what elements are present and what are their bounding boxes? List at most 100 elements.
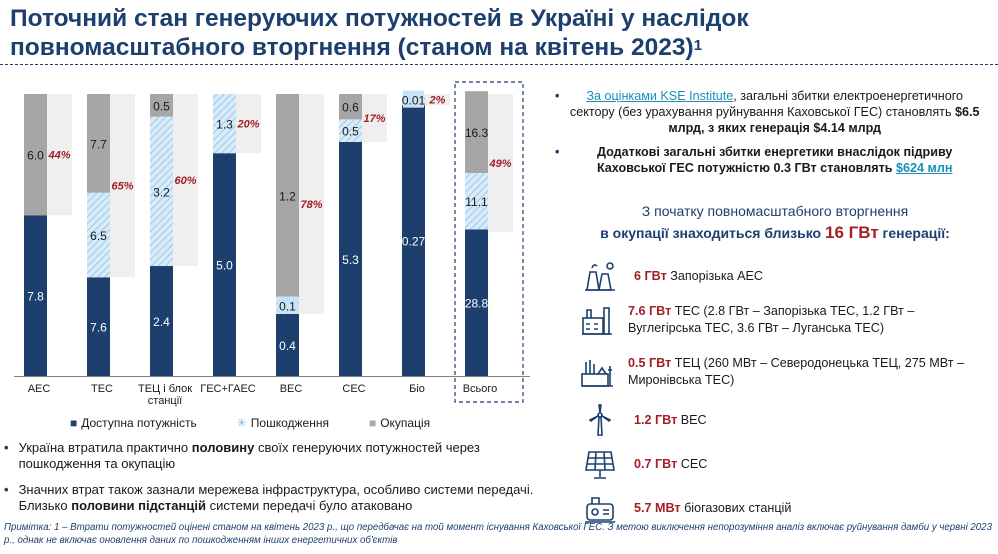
left-bullet-1-pre: Україна втратила практично [18,440,192,455]
occupation-heading-pre: в окупації знаходиться близько [600,225,825,241]
page-title: Поточний стан генеруючих потужностей в У… [10,4,950,62]
data-label-occupation: 0.6 [342,101,359,115]
legend-available-label: Доступна потужність [81,416,197,430]
data-label-occupation: 6.0 [27,149,44,163]
occupation-item-solar: 0.7 ГВт СЕС [580,446,990,482]
bar-damage [339,119,362,142]
loss-ghost-bar [236,94,261,154]
occupation-item-thermal: 7.6 ГВт ТЕС (2.8 ГВт – Запорізька ТЕС, 1… [580,302,990,338]
bullet-dot: • [4,440,9,455]
loss-percent-label: 49% [488,158,511,170]
occupation-item-value: 0.5 ГВт [628,356,672,370]
left-bullet-2-bold: половини підстанцій [71,498,206,513]
loss-ghost-bar [425,94,450,106]
legend-damage: ✳ Пошкодження [237,416,329,430]
data-label-occupation: 16.3 [465,126,489,140]
left-bullet-1-bold: половину [191,440,255,455]
left-bullet-1-text: Україна втратила практично половину свої… [19,440,549,472]
data-label-occupation: 0.5 [153,99,170,113]
loss-ghost-bar [299,94,324,314]
right-bullet-1-bold: $6.5 млрд, з яких генерація $4.14 млрд [668,105,980,135]
category-label: ВЕС [280,383,303,395]
solar-panel-icon [580,446,620,482]
occupation-item-biogas-text: 5.7 МВт біогазових станцій [634,500,791,517]
loss-ghost-bar [488,94,513,233]
category-label: ТЕС [91,383,113,395]
occupation-heading-line-2: в окупації знаходиться близько 16 ГВт ге… [560,222,990,244]
data-label-occupation: 7.7 [90,137,107,151]
bar-damage [213,94,236,154]
occupation-item-chp-text: 0.5 ГВт ТЕЦ (260 МВт – Северодонецька ТЕ… [628,355,990,389]
data-label-damage: 0.01 [402,94,426,108]
right-bullet-2-text: Додаткові загальні збитки енергетики вна… [569,144,980,176]
legend-available-marker: ■ [70,416,78,430]
loss-percent-label: 20% [236,119,259,131]
occupation-item-chp: 0.5 ГВт ТЕЦ (260 МВт – Северодонецька ТЕ… [580,354,990,390]
data-label-damage: 1.3 [216,118,233,132]
bar-available [24,215,47,376]
data-label-available: 7.6 [90,321,107,335]
occupation-item-wind-text: 1.2 ГВт ВЕС [634,412,707,429]
data-label-available: 5.3 [342,253,359,267]
data-label-available: 5.0 [216,259,233,273]
data-label-available: 0.27 [402,235,426,249]
occupation-item-value: 1.2 ГВт [634,412,678,427]
chp-plant-icon [580,354,614,390]
bar-available [213,153,236,376]
nuclear-plant-icon [580,258,620,294]
occupation-item-label: СЕС [677,456,708,471]
right-bullet-1: • За оцінками KSE Institute, загальні зб… [555,88,980,136]
bar-occupation [465,91,488,173]
occupation-item-label: Запорізька АЕС [666,268,764,283]
right-bullet-1-body: , загальні збитки електроенергетичного с… [569,89,964,119]
occupation-heading: З початку повномасштабного вторгнення в … [560,200,990,244]
footnote: Примітка: 1 – Втрати потужностей оцінені… [4,522,992,546]
bar-available [402,105,425,376]
bullet-dot: • [4,482,9,497]
data-label-damage: 0.5 [342,125,359,139]
legend-occupation-marker: ■ [368,416,377,430]
occupation-item-value: 7.6 ГВт [628,304,672,318]
right-bullet-list: • За оцінками KSE Institute, загальні зб… [555,88,980,184]
occupation-heading-post: генерації: [878,225,950,241]
right-bullet-2-pre: Додаткові загальні збитки енергетики [597,145,838,159]
data-label-available: 28.8 [465,297,489,311]
data-label-damage: 3.2 [153,185,170,199]
legend-damage-label: Пошкодження [250,416,329,430]
occupation-item-nuclear: 6 ГВт Запорізька АЕС [580,258,990,294]
loss-percent-label: 17% [363,113,385,125]
bar-available [339,141,362,376]
bullet-dot: • [555,89,560,103]
occupation-item-thermal-text: 7.6 ГВт ТЕС (2.8 ГВт – Запорізька ТЕС, 1… [628,303,990,337]
occupation-item-label: біогазових станцій [680,500,792,515]
bar-available [465,229,488,376]
data-label-available: 7.8 [27,290,44,304]
data-label-available: 2.4 [153,315,170,329]
data-label-damage: 11.1 [465,195,488,209]
occupation-item-value: 5.7 МВт [634,500,681,515]
bar-occupation [150,94,173,117]
loss-percent-label: 44% [47,150,70,162]
category-label: АЕС [28,383,51,395]
loss-percent-label: 60% [174,175,196,187]
kse-institute-link[interactable]: За оцінками KSE Institute [586,89,734,103]
bar-occupation [87,94,110,193]
bar-damage [465,172,488,230]
occupation-item-nuclear-text: 6 ГВт Запорізька АЕС [634,268,763,285]
occupation-item-label: ТЕС (2.8 ГВт – Запорізька ТЕС, 1.2 ГВт –… [628,304,915,335]
kakhovka-damage-link[interactable]: $624 млн [896,161,953,175]
right-bullet-2-bold: внаслідок підриву Каховської ГЕС потужні… [596,145,953,175]
loss-ghost-bar [362,94,387,142]
title-divider [0,64,998,65]
category-label: СЕС [342,383,365,395]
wind-turbine-icon [580,402,620,438]
occupation-item-biogas: 5.7 МВт біогазових станцій [580,490,990,526]
bar-available [87,277,110,376]
category-label: Біо [409,383,425,395]
occupation-heading-value: 16 ГВт [825,223,879,242]
loss-percent-label: 65% [111,181,133,193]
occupation-item-label: ТЕЦ (260 МВт – Северодонецька ТЕЦ, 275 М… [628,356,965,387]
chart-legend: ■ Доступна потужність ✳ Пошкодження ■ Ок… [70,416,430,430]
occupation-item-label: ВЕС [677,412,707,427]
legend-occupation: ■ Окупація [369,416,430,430]
